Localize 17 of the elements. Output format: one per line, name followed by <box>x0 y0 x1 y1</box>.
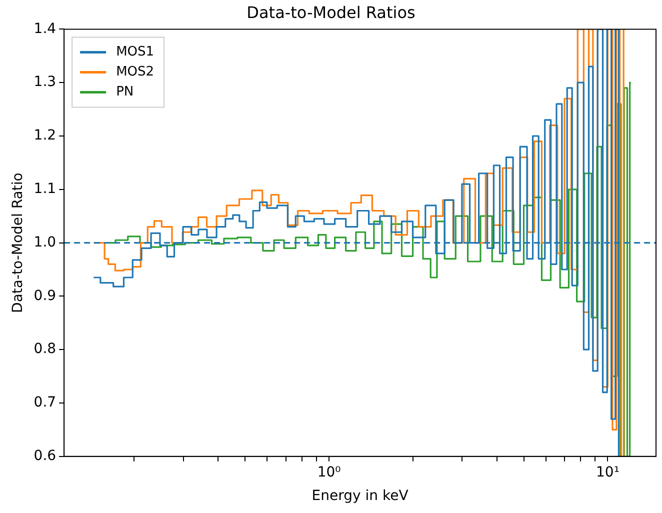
y-tick-label: 1.0 <box>34 234 56 250</box>
y-tick-label: 1.2 <box>34 128 56 144</box>
x-axis-title: Energy in keV <box>312 488 409 504</box>
y-tick-label: 1.1 <box>34 181 56 198</box>
legend-label: MOS1 <box>116 44 154 60</box>
y-tick-label: 0.8 <box>34 341 56 358</box>
y-tick-label: 0.9 <box>34 288 56 304</box>
y-axis-title: Data-to-Model Ratio <box>10 172 26 313</box>
chart-title: Data-to-Model Ratios <box>246 2 416 22</box>
x-tick-label: 10¹ <box>596 464 620 480</box>
y-tick-label: 1.4 <box>34 20 56 37</box>
y-tick-label: 0.6 <box>34 448 56 464</box>
legend-label: MOS2 <box>116 64 154 80</box>
x-tick-label: 10⁰ <box>317 464 342 480</box>
legend-label: PN <box>116 84 134 100</box>
y-tick-label: 0.7 <box>34 394 56 411</box>
y-tick-label: 1.3 <box>34 74 56 90</box>
